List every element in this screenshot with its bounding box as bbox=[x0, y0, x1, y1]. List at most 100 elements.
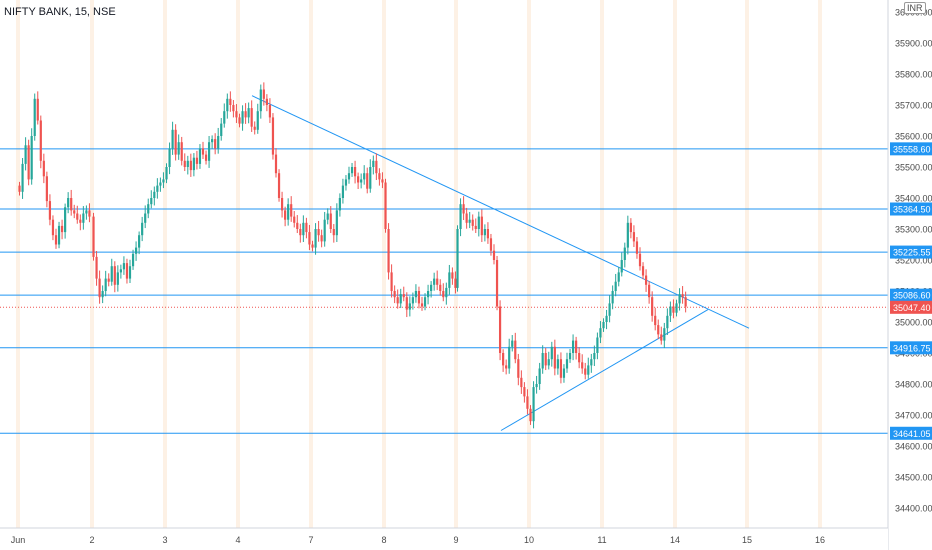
candle[interactable] bbox=[430, 281, 433, 298]
candle[interactable] bbox=[226, 93, 229, 119]
candle[interactable] bbox=[350, 162, 354, 177]
candle[interactable] bbox=[156, 178, 159, 199]
candle[interactable] bbox=[195, 150, 199, 170]
candle[interactable] bbox=[338, 193, 341, 217]
candle[interactable] bbox=[638, 247, 642, 271]
candle[interactable] bbox=[357, 172, 360, 190]
candle[interactable] bbox=[101, 285, 104, 304]
candle[interactable] bbox=[402, 286, 405, 302]
candle[interactable] bbox=[30, 128, 33, 185]
candle[interactable] bbox=[177, 134, 180, 160]
candle[interactable] bbox=[302, 215, 305, 243]
candle[interactable] bbox=[159, 177, 162, 192]
candle[interactable] bbox=[85, 205, 88, 220]
candle[interactable] bbox=[168, 142, 171, 175]
candle[interactable] bbox=[92, 212, 95, 261]
candle[interactable] bbox=[250, 100, 253, 132]
candle[interactable] bbox=[125, 258, 129, 284]
candle[interactable] bbox=[387, 223, 390, 280]
candle[interactable] bbox=[468, 211, 471, 229]
candle[interactable] bbox=[657, 319, 660, 340]
candle[interactable] bbox=[445, 282, 448, 305]
candle[interactable] bbox=[238, 113, 241, 128]
candle[interactable] bbox=[24, 137, 27, 171]
candle[interactable] bbox=[299, 223, 302, 243]
candle[interactable] bbox=[241, 105, 244, 131]
candle[interactable] bbox=[593, 345, 596, 367]
candle[interactable] bbox=[547, 351, 550, 370]
candle[interactable] bbox=[626, 215, 629, 255]
candle[interactable] bbox=[666, 308, 669, 336]
candle[interactable] bbox=[33, 93, 36, 141]
candle[interactable] bbox=[511, 335, 514, 352]
candle[interactable] bbox=[663, 322, 666, 349]
candle[interactable] bbox=[587, 357, 590, 379]
candle[interactable] bbox=[372, 155, 375, 175]
level-badge[interactable] bbox=[890, 288, 932, 302]
candle[interactable] bbox=[217, 127, 220, 154]
candle[interactable] bbox=[495, 255, 499, 311]
candle[interactable] bbox=[632, 225, 636, 247]
candle[interactable] bbox=[526, 389, 529, 415]
candle[interactable] bbox=[433, 272, 436, 291]
candle[interactable] bbox=[541, 345, 544, 374]
candle[interactable] bbox=[347, 166, 351, 184]
candle[interactable] bbox=[556, 354, 559, 375]
candle[interactable] bbox=[420, 296, 424, 311]
candle[interactable] bbox=[602, 318, 605, 332]
candle[interactable] bbox=[116, 265, 119, 292]
candle[interactable] bbox=[314, 223, 317, 255]
candle[interactable] bbox=[268, 98, 272, 123]
candle[interactable] bbox=[477, 211, 480, 237]
candle[interactable] bbox=[201, 141, 205, 159]
candle[interactable] bbox=[489, 233, 493, 256]
candle[interactable] bbox=[119, 264, 122, 279]
level-badge[interactable] bbox=[890, 245, 932, 259]
candle[interactable] bbox=[320, 229, 323, 248]
candle[interactable] bbox=[514, 332, 517, 364]
candle[interactable] bbox=[232, 100, 235, 118]
candle[interactable] bbox=[562, 364, 566, 383]
candle[interactable] bbox=[18, 181, 21, 196]
candle[interactable] bbox=[122, 256, 126, 275]
candle[interactable] bbox=[532, 381, 535, 429]
candle[interactable] bbox=[60, 219, 64, 240]
candle[interactable] bbox=[439, 279, 442, 296]
candle[interactable] bbox=[644, 269, 648, 292]
candle[interactable] bbox=[417, 286, 421, 309]
candle[interactable] bbox=[280, 191, 284, 218]
candle[interactable] bbox=[451, 267, 454, 285]
candle[interactable] bbox=[651, 291, 654, 322]
candle[interactable] bbox=[287, 198, 290, 226]
candle[interactable] bbox=[147, 198, 150, 219]
candle[interactable] bbox=[174, 124, 177, 161]
candle[interactable] bbox=[384, 178, 387, 233]
candle[interactable] bbox=[492, 244, 496, 265]
candle[interactable] bbox=[204, 150, 208, 165]
candle[interactable] bbox=[262, 82, 265, 106]
candle[interactable] bbox=[39, 115, 42, 169]
candle[interactable] bbox=[180, 136, 183, 166]
candle[interactable] bbox=[498, 300, 502, 361]
candle[interactable] bbox=[110, 258, 113, 286]
candle[interactable] bbox=[608, 295, 611, 323]
candle[interactable] bbox=[73, 204, 76, 219]
candle[interactable] bbox=[277, 169, 281, 202]
candle[interactable] bbox=[456, 225, 459, 292]
candle[interactable] bbox=[617, 267, 620, 287]
candle[interactable] bbox=[575, 336, 578, 360]
candle[interactable] bbox=[141, 216, 144, 242]
candle[interactable] bbox=[465, 207, 468, 229]
candle[interactable] bbox=[381, 172, 384, 189]
candle[interactable] bbox=[369, 159, 372, 193]
candle[interactable] bbox=[70, 189, 73, 216]
candle[interactable] bbox=[274, 148, 278, 178]
candle[interactable] bbox=[363, 165, 366, 185]
candle[interactable] bbox=[36, 91, 39, 125]
trendline-lower[interactable] bbox=[500, 309, 709, 431]
candle[interactable] bbox=[565, 352, 569, 373]
candle[interactable] bbox=[623, 242, 626, 268]
candle[interactable] bbox=[654, 307, 657, 331]
candle[interactable] bbox=[82, 206, 85, 230]
candle[interactable] bbox=[553, 339, 556, 376]
